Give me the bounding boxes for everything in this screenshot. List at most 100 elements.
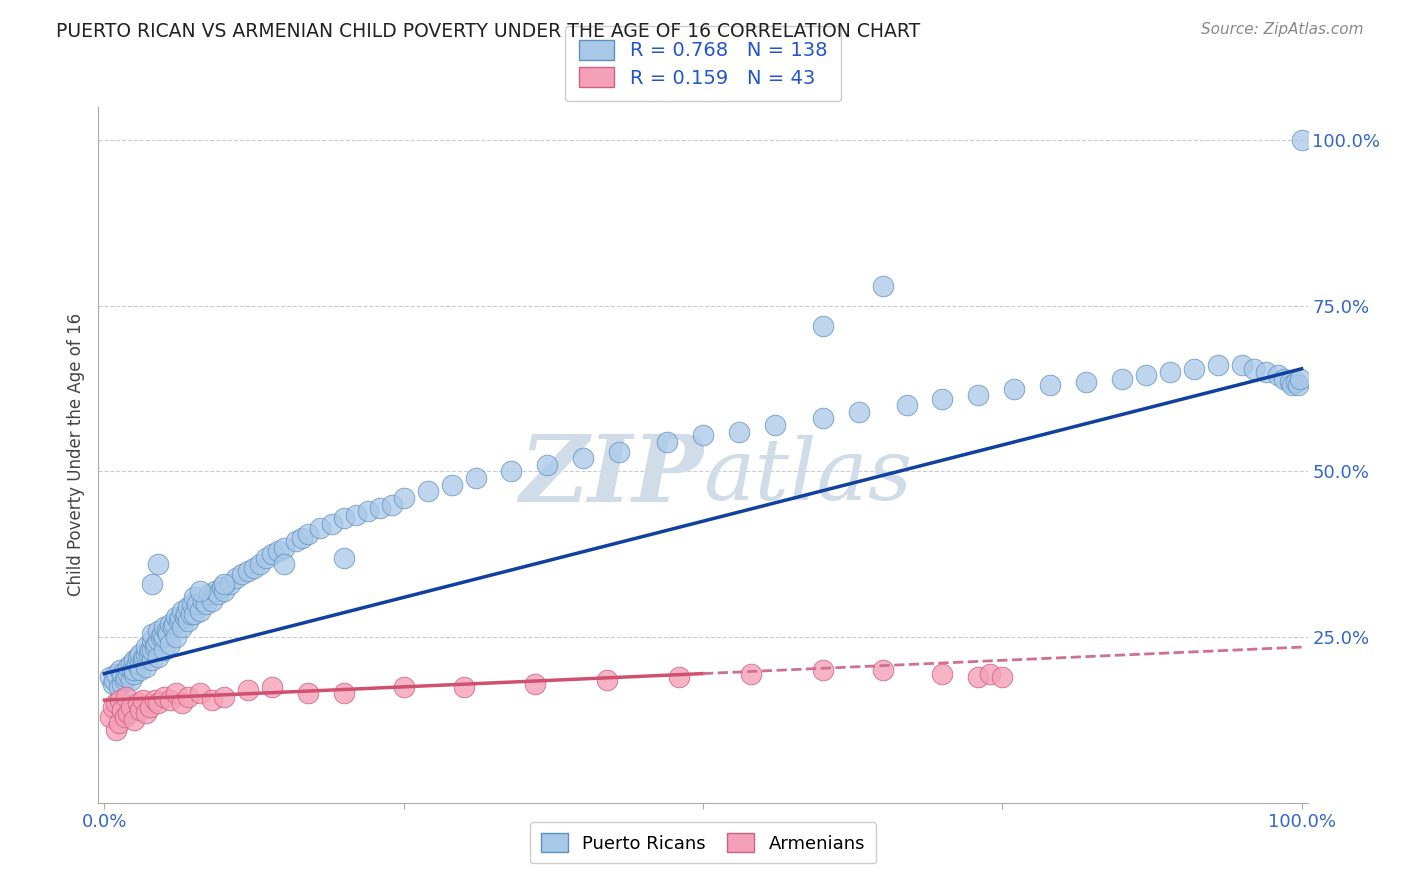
Point — [273, 558, 295, 572]
Point — [143, 640, 166, 654]
Point — [105, 666, 128, 681]
Point — [115, 690, 138, 704]
Point — [692, 428, 714, 442]
Point — [101, 676, 124, 690]
Point — [153, 643, 176, 657]
Point — [163, 616, 186, 631]
Point — [197, 587, 219, 601]
Point — [357, 504, 380, 518]
Point — [188, 604, 211, 618]
Point — [139, 643, 162, 657]
Point — [117, 660, 139, 674]
Point — [159, 637, 181, 651]
Point — [129, 647, 152, 661]
Point — [207, 587, 229, 601]
Point — [135, 640, 157, 654]
Point — [381, 498, 404, 512]
Point — [243, 560, 266, 574]
Point — [129, 657, 152, 671]
Point — [180, 597, 202, 611]
Point — [967, 388, 990, 402]
Point — [174, 607, 197, 621]
Point — [172, 620, 194, 634]
Point — [108, 663, 131, 677]
Point — [148, 558, 170, 572]
Point — [125, 657, 148, 671]
Point — [1254, 365, 1277, 379]
Point — [108, 693, 131, 707]
Point — [120, 673, 142, 688]
Point — [596, 673, 619, 688]
Point — [101, 699, 124, 714]
Point — [1135, 368, 1157, 383]
Point — [1267, 368, 1289, 383]
Point — [1284, 375, 1306, 389]
Point — [156, 627, 179, 641]
Point — [132, 650, 155, 665]
Point — [141, 633, 163, 648]
Point — [291, 531, 314, 545]
Point — [188, 583, 211, 598]
Point — [127, 650, 149, 665]
Point — [132, 653, 155, 667]
Point — [141, 577, 163, 591]
Point — [931, 392, 953, 406]
Point — [536, 458, 558, 472]
Point — [572, 451, 595, 466]
Text: PUERTO RICAN VS ARMENIAN CHILD POVERTY UNDER THE AGE OF 16 CORRELATION CHART: PUERTO RICAN VS ARMENIAN CHILD POVERTY U… — [56, 22, 921, 41]
Point — [138, 647, 160, 661]
Point — [183, 607, 205, 621]
Point — [195, 597, 218, 611]
Point — [254, 550, 277, 565]
Point — [167, 614, 190, 628]
Point — [156, 624, 179, 638]
Point — [848, 405, 870, 419]
Point — [124, 663, 146, 677]
Point — [236, 564, 259, 578]
Point — [100, 709, 122, 723]
Point — [117, 706, 139, 721]
Point — [1278, 375, 1301, 389]
Point — [105, 697, 128, 711]
Point — [121, 663, 143, 677]
Point — [177, 690, 200, 704]
Point — [740, 666, 762, 681]
Point — [297, 686, 319, 700]
Point — [967, 670, 990, 684]
Point — [124, 653, 146, 667]
Point — [273, 541, 295, 555]
Point — [188, 686, 211, 700]
Point — [107, 680, 129, 694]
Point — [141, 653, 163, 667]
Point — [100, 670, 122, 684]
Point — [186, 597, 208, 611]
Point — [139, 699, 162, 714]
Point — [153, 690, 176, 704]
Point — [153, 620, 176, 634]
Point — [103, 673, 125, 688]
Point — [1286, 378, 1309, 392]
Point — [177, 614, 200, 628]
Point — [135, 706, 157, 721]
Point — [111, 666, 134, 681]
Point — [212, 583, 235, 598]
Point — [668, 670, 690, 684]
Point — [172, 604, 194, 618]
Point — [211, 581, 233, 595]
Point — [212, 690, 235, 704]
Point — [141, 627, 163, 641]
Point — [1243, 361, 1265, 376]
Point — [127, 697, 149, 711]
Point — [979, 666, 1001, 681]
Point — [931, 666, 953, 681]
Point — [501, 465, 523, 479]
Point — [231, 567, 253, 582]
Point — [1159, 365, 1181, 379]
Point — [129, 663, 152, 677]
Point — [392, 491, 415, 505]
Point — [1272, 372, 1295, 386]
Point — [811, 663, 834, 677]
Point — [148, 633, 170, 648]
Point — [132, 693, 155, 707]
Point — [267, 544, 290, 558]
